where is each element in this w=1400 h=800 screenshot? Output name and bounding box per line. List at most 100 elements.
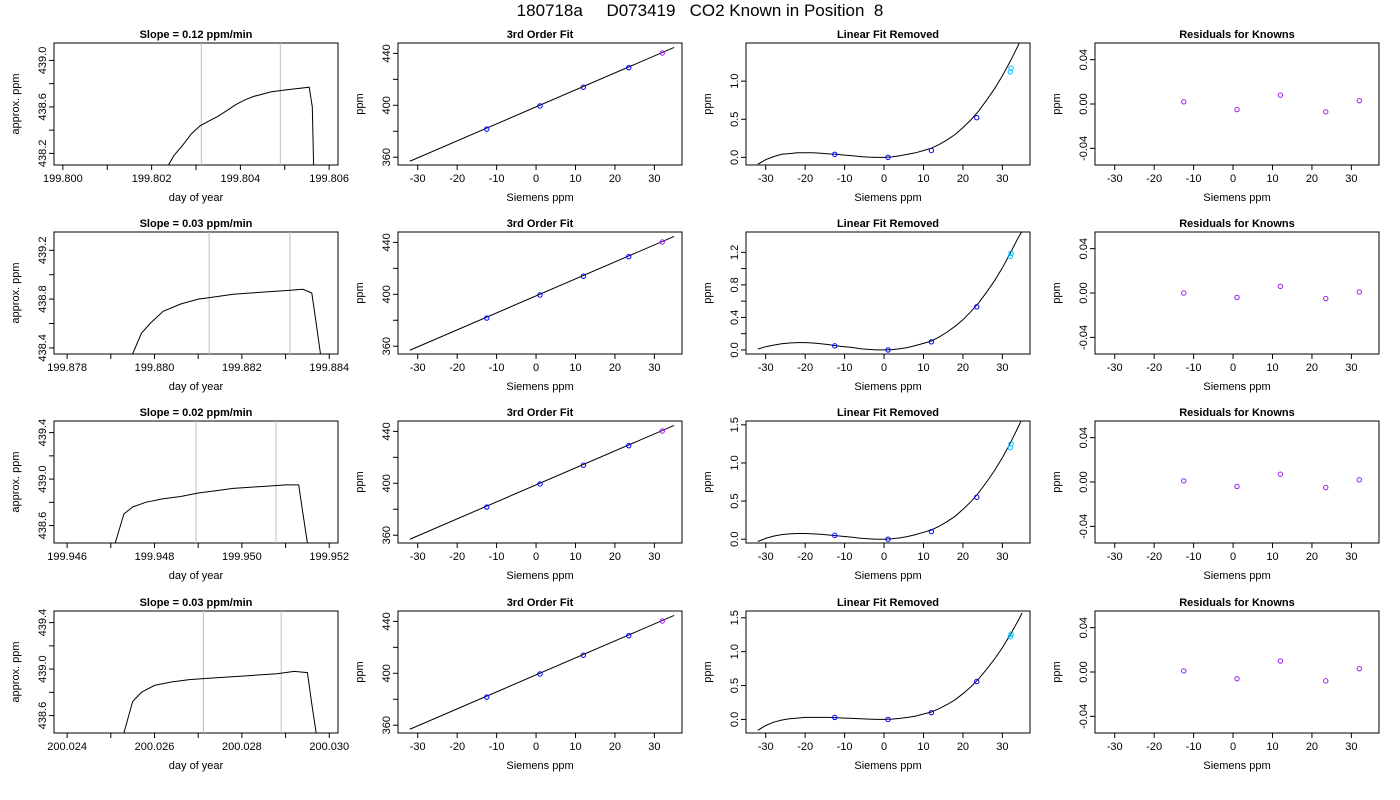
data-point bbox=[537, 481, 543, 487]
panel-fit-row-3: 3rd Order Fit -30 -20 -10 0 10 20 30 Siemens ppm… bbox=[354, 407, 683, 582]
y-tick-label: -0.04 bbox=[1078, 514, 1090, 539]
panel-title: Slope = 0.03 ppm/min bbox=[140, 597, 253, 609]
x-tick-label: 10 bbox=[1266, 362, 1278, 374]
x-tick-label: 0 bbox=[533, 173, 539, 185]
x-tick-label: -30 bbox=[1107, 551, 1123, 563]
data-point bbox=[1007, 634, 1013, 640]
x-tick-label: 20 bbox=[1306, 551, 1318, 563]
x-tick-label: -20 bbox=[797, 551, 813, 563]
data-point bbox=[1356, 477, 1362, 483]
y-axis-label: ppm bbox=[354, 282, 366, 303]
data-point bbox=[832, 151, 838, 158]
x-axis-label: day of year bbox=[169, 381, 224, 393]
x-tick-label: 199.800 bbox=[43, 173, 83, 185]
x-axis-label: Siemens ppm bbox=[506, 760, 573, 772]
data-point bbox=[1008, 250, 1014, 256]
trend-line bbox=[132, 288, 321, 354]
y-tick-label: 438.6 bbox=[37, 512, 49, 540]
x-tick-label: 200.030 bbox=[309, 741, 349, 753]
data-point bbox=[1323, 678, 1329, 684]
y-axis-label: approx. ppm bbox=[10, 641, 22, 702]
x-tick-label: 0 bbox=[881, 173, 887, 185]
plot-area bbox=[168, 43, 315, 165]
data-point bbox=[832, 714, 838, 721]
data-point bbox=[928, 147, 935, 154]
x-tick-label: 0 bbox=[1230, 741, 1236, 753]
y-tick-label: 0.04 bbox=[1078, 617, 1090, 638]
x-tick-label: -30 bbox=[410, 362, 426, 374]
y-tick-label: 360 bbox=[381, 716, 393, 734]
x-tick-label: 199.882 bbox=[222, 362, 262, 374]
x-axis-label: Siemens ppm bbox=[854, 381, 921, 393]
x-tick-label: 10 bbox=[569, 741, 581, 753]
data-point bbox=[484, 504, 490, 510]
plot-area bbox=[757, 612, 1023, 731]
x-tick-label: -30 bbox=[1107, 741, 1123, 753]
data-point bbox=[537, 292, 543, 298]
plot-area bbox=[409, 424, 675, 540]
panel-fit-row-4: 3rd Order Fit -30 -20 -10 0 10 20 30 Siemens ppm… bbox=[354, 597, 683, 772]
page-title: 180718a D073419 CO2 Known in Position 8 bbox=[516, 1, 884, 20]
plot-area bbox=[123, 611, 317, 733]
panel-linear_removed-row-1: Linear Fit Removed -30 -20 -10 0 10 20 30 Siemen… bbox=[702, 29, 1031, 204]
x-axis-label: Siemens ppm bbox=[854, 570, 921, 582]
x-tick-label: -10 bbox=[489, 173, 505, 185]
plot-area bbox=[409, 46, 675, 162]
y-tick-label: -0.04 bbox=[1078, 136, 1090, 161]
data-point bbox=[1356, 97, 1362, 104]
plot-area bbox=[757, 232, 1023, 353]
panel-residuals-row-1: Residuals for Knowns -30 -20 -10 0 10 20 30 Siem… bbox=[1051, 29, 1380, 204]
x-tick-label: 30 bbox=[648, 173, 660, 185]
y-axis-label: ppm bbox=[702, 282, 714, 303]
data-point bbox=[580, 462, 587, 468]
data-point bbox=[626, 253, 632, 260]
x-tick-label: -10 bbox=[837, 173, 853, 185]
panel-trend-row-1: Slope = 0.12 ppm/min 199.800 199.802 199.80… bbox=[10, 29, 349, 204]
x-tick-label: 30 bbox=[648, 741, 660, 753]
plot-frame bbox=[53, 231, 339, 355]
plot-frame bbox=[745, 42, 1031, 166]
data-point bbox=[1323, 109, 1329, 115]
y-axis-label: ppm bbox=[354, 471, 366, 492]
panel-title: Slope = 0.02 ppm/min bbox=[140, 407, 253, 419]
data-point bbox=[885, 716, 891, 723]
x-tick-label: -20 bbox=[449, 362, 465, 374]
x-tick-label: 200.024 bbox=[47, 741, 87, 753]
panel-residuals-row-3: Residuals for Knowns -30 -20 -10 0 10 20 30 Siem… bbox=[1051, 407, 1380, 582]
y-tick-label: 360 bbox=[381, 337, 393, 355]
y-axis-label: ppm bbox=[1051, 93, 1063, 114]
trend-line bbox=[114, 484, 308, 543]
x-tick-label: 10 bbox=[917, 741, 929, 753]
y-tick-label: 0.5 bbox=[729, 112, 741, 127]
panel-title: Linear Fit Removed bbox=[837, 218, 939, 230]
panel-title: Linear Fit Removed bbox=[837, 597, 939, 609]
y-tick-label: 439.4 bbox=[37, 609, 49, 637]
plot-frame bbox=[1094, 610, 1380, 734]
y-tick-label: 438.6 bbox=[37, 93, 49, 121]
x-tick-label: -20 bbox=[797, 741, 813, 753]
x-tick-label: 199.804 bbox=[220, 173, 260, 185]
x-tick-label: 10 bbox=[1266, 551, 1278, 563]
x-tick-label: -30 bbox=[410, 741, 426, 753]
data-point bbox=[626, 64, 632, 71]
data-point bbox=[626, 632, 632, 639]
x-tick-label: -30 bbox=[758, 173, 774, 185]
y-tick-label: 0.00 bbox=[1078, 93, 1090, 114]
x-tick-label: 0 bbox=[1230, 362, 1236, 374]
y-tick-label: 439.0 bbox=[37, 47, 49, 75]
x-tick-label: 30 bbox=[1345, 362, 1357, 374]
x-tick-label: -10 bbox=[1186, 362, 1202, 374]
y-tick-label: 0.0 bbox=[729, 342, 741, 357]
data-point bbox=[974, 678, 980, 685]
cubic-curve bbox=[757, 43, 1020, 165]
x-tick-label: -30 bbox=[758, 362, 774, 374]
y-axis-label: ppm bbox=[702, 471, 714, 492]
y-tick-label: 440 bbox=[381, 612, 393, 630]
x-tick-label: -20 bbox=[797, 173, 813, 185]
panel-fit-row-1: 3rd Order Fit -30 -20 -10 0 10 20 30 Siemens ppm… bbox=[354, 29, 683, 204]
x-tick-label: 30 bbox=[996, 741, 1008, 753]
x-tick-label: -10 bbox=[837, 741, 853, 753]
panel-residuals-row-2: Residuals for Knowns -30 -20 -10 0 10 20 30 Siem… bbox=[1051, 218, 1380, 393]
x-tick-label: 0 bbox=[881, 741, 887, 753]
y-tick-label: 400 bbox=[381, 474, 393, 492]
